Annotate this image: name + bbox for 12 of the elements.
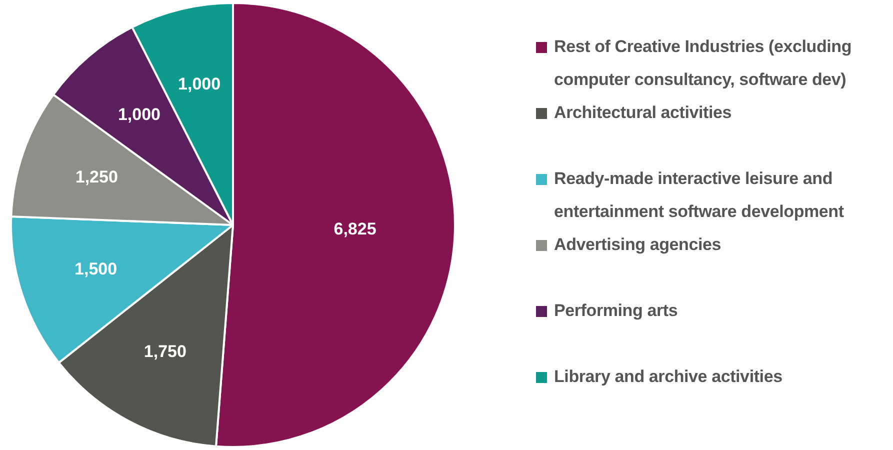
legend-label: Ready-made interactive leisure and entertainment software development: [554, 168, 845, 223]
legend-label: Rest of Creative Industries (excluding computer consultancy, software dev): [554, 36, 853, 91]
data-label: 1,000: [118, 105, 161, 124]
data-label: 1,750: [144, 342, 186, 362]
legend-label: Architectural activities: [554, 102, 733, 124]
legend-label: Advertising agencies: [554, 234, 722, 256]
data-label: 1,000: [178, 74, 221, 94]
data-label: 1,250: [75, 168, 118, 187]
data-label: 1,500: [74, 259, 118, 278]
legend-label: Performing arts: [554, 300, 679, 322]
legend-label: Library and archive activities: [554, 366, 784, 388]
data-label: 6,825: [334, 219, 376, 238]
